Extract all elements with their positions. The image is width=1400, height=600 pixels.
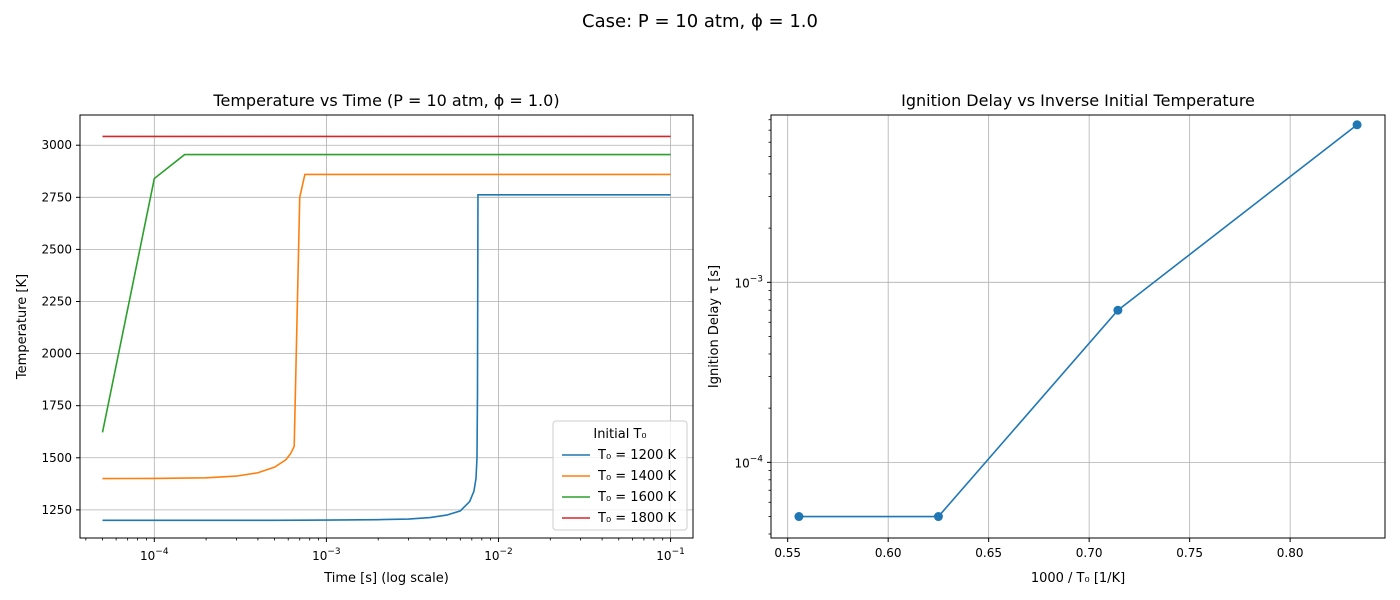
legend-box [552, 420, 688, 531]
temp-xtick-label: 10−2 [484, 547, 513, 563]
legend-label-2: T₀ = 1400 K [597, 469, 677, 484]
ignition-ytick-label: 10−4 [734, 454, 763, 470]
legend-label-4: T₀ = 1800 K [597, 511, 677, 526]
ignition-data-point [794, 512, 804, 522]
temperature-chart-xlabel: Time [s] (log scale) [323, 571, 449, 586]
ignition-delay-axes: Ignition Delay vs Inverse Initial Temper… [707, 91, 1386, 586]
ignition-series-line [798, 124, 1358, 518]
ignition-xtick-label: 0.80 [1277, 546, 1304, 560]
legend-label-1: T₀ = 1200 K [597, 448, 677, 463]
ignition-chart-grid [771, 115, 1385, 538]
temp-ytick-label: 2250 [41, 294, 72, 308]
legend-title: Initial T₀ [593, 427, 646, 442]
ignition-chart-xlabel: 1000 / T₀ [1/K] [1031, 571, 1125, 586]
ignition-data-point [1352, 120, 1362, 130]
temp-ytick-label: 3000 [41, 138, 72, 152]
temperature-chart-series [101, 135, 671, 522]
temp-series-line-2 [102, 173, 671, 480]
ignition-data-point [1113, 305, 1123, 315]
ignition-chart-ticks: 0.55 0.60 0.65 0.70 0.75 0.80 10−4 10−3 [734, 119, 1304, 560]
ignition-ytick-label: 10−3 [734, 274, 763, 290]
temp-xtick-label: 10−1 [656, 547, 685, 563]
temp-ytick-label: 2750 [41, 190, 72, 204]
ignition-chart-ylabel: Ignition Delay τ [s] [707, 265, 722, 388]
ignition-xtick-label: 0.65 [975, 546, 1002, 560]
ignition-xtick-label: 0.70 [1076, 546, 1103, 560]
temp-ytick-label: 1750 [41, 399, 72, 413]
temp-xtick-label: 10−3 [312, 547, 341, 563]
temperature-chart-ylabel: Temperature [K] [15, 274, 30, 380]
temp-xtick-label: 10−4 [140, 547, 169, 563]
temperature-chart-frame [79, 114, 694, 539]
legend-label-3: T₀ = 1600 K [597, 490, 677, 505]
temperature-chart-ticks: 10−4 10−3 10−2 10−1 1250 1500 1750 2000 2250 2500… [41, 138, 684, 563]
ignition-chart-frame [770, 114, 1386, 539]
ignition-chart-series [794, 120, 1362, 522]
temp-ytick-label: 1500 [41, 451, 72, 465]
temp-series-line-1 [102, 194, 671, 522]
temperature-chart-legend: Initial T₀ T₀ = 1200 K T₀ = 1400 K T₀ = 16… [552, 420, 688, 531]
temperature-chart-grid [80, 115, 693, 538]
ignition-xtick-label: 0.60 [875, 546, 902, 560]
temp-ytick-label: 1250 [41, 503, 72, 517]
temp-ytick-label: 2000 [41, 347, 72, 361]
ignition-xtick-label: 0.75 [1176, 546, 1203, 560]
ignition-chart-title: Ignition Delay vs Inverse Initial Temper… [901, 91, 1255, 110]
legend-entries: T₀ = 1200 K T₀ = 1400 K T₀ = 1600 K T₀ = 18… [562, 448, 677, 526]
figure-suptitle: Case: P = 10 atm, ϕ = 1.0 [582, 11, 818, 32]
temp-ytick-label: 2500 [41, 242, 72, 256]
temperature-time-axes: Temperature vs Time (P = 10 atm, ϕ = 1.0… [15, 91, 694, 586]
ignition-xtick-label: 0.55 [774, 546, 801, 560]
temp-series-line-3 [101, 153, 671, 433]
temperature-chart-title: Temperature vs Time (P = 10 atm, ϕ = 1.0… [212, 91, 559, 110]
ignition-data-point [933, 512, 943, 522]
